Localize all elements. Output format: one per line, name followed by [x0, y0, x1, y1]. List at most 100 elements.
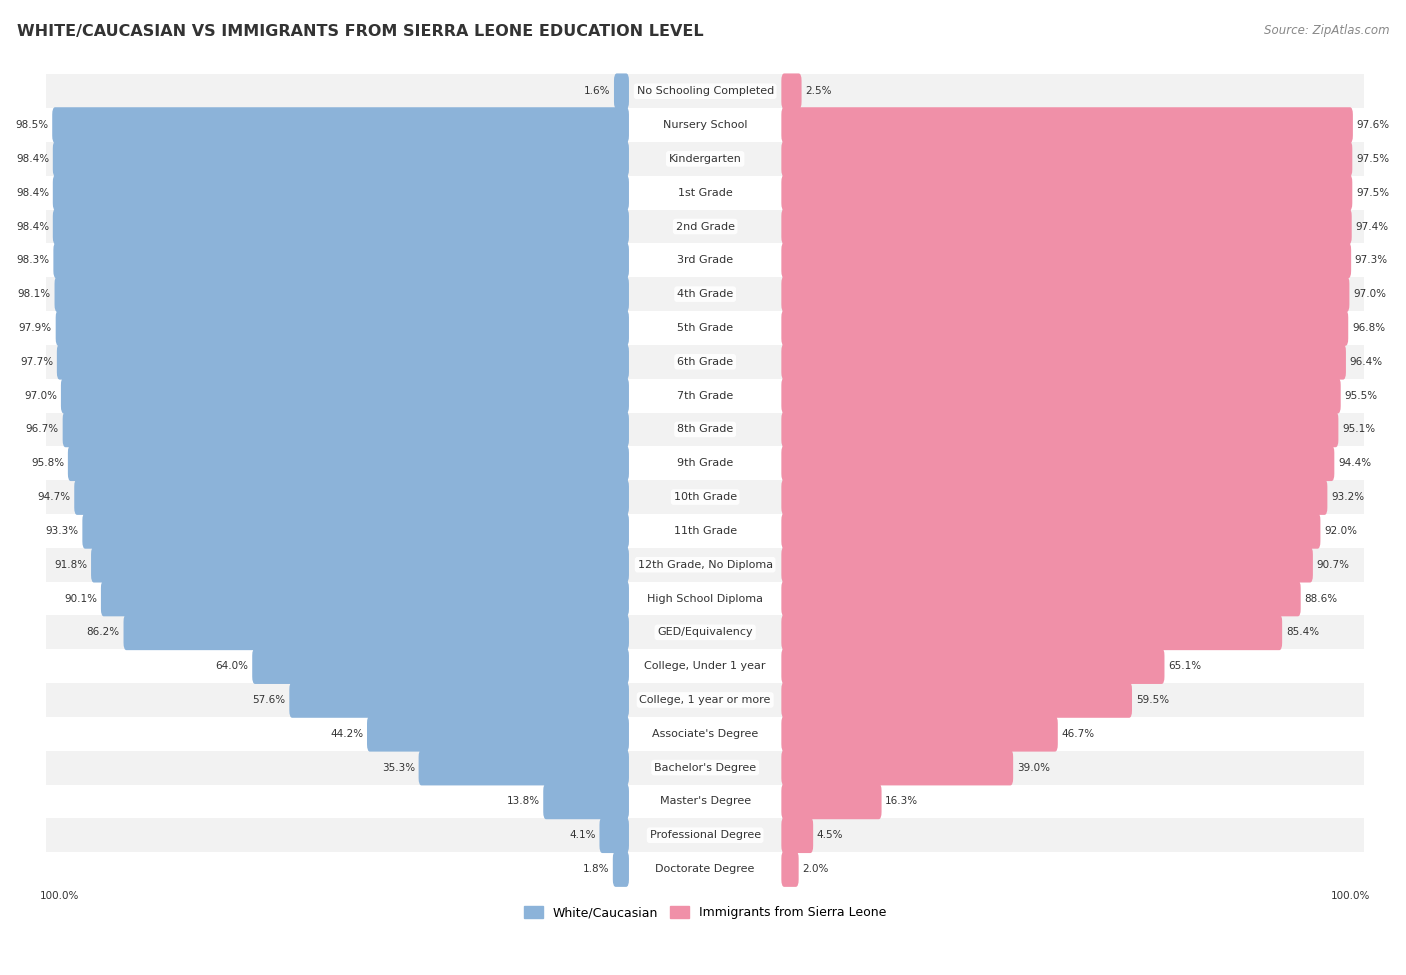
Text: Source: ZipAtlas.com: Source: ZipAtlas.com: [1264, 24, 1389, 37]
Text: 94.4%: 94.4%: [1339, 458, 1371, 468]
FancyBboxPatch shape: [53, 141, 628, 176]
FancyBboxPatch shape: [419, 750, 628, 786]
Legend: White/Caucasian, Immigrants from Sierra Leone: White/Caucasian, Immigrants from Sierra …: [519, 901, 891, 924]
Bar: [46, 751, 1364, 785]
Bar: [46, 785, 1364, 818]
FancyBboxPatch shape: [782, 243, 1351, 278]
Bar: [46, 142, 1364, 176]
Text: 97.0%: 97.0%: [1353, 290, 1386, 299]
Text: 3rd Grade: 3rd Grade: [678, 255, 733, 265]
Text: Bachelor's Degree: Bachelor's Degree: [654, 762, 756, 772]
Bar: [46, 514, 1364, 548]
Text: 5th Grade: 5th Grade: [678, 323, 733, 333]
Text: 6th Grade: 6th Grade: [678, 357, 733, 367]
Text: 1.8%: 1.8%: [582, 864, 609, 874]
FancyBboxPatch shape: [782, 581, 1301, 616]
FancyBboxPatch shape: [782, 107, 1353, 143]
Text: 10th Grade: 10th Grade: [673, 492, 737, 502]
FancyBboxPatch shape: [782, 648, 1164, 684]
Text: 96.7%: 96.7%: [25, 424, 59, 435]
Text: Master's Degree: Master's Degree: [659, 797, 751, 806]
FancyBboxPatch shape: [782, 276, 1350, 312]
Text: Nursery School: Nursery School: [662, 120, 748, 130]
FancyBboxPatch shape: [60, 377, 628, 413]
Text: 1.6%: 1.6%: [583, 86, 610, 97]
Text: WHITE/CAUCASIAN VS IMMIGRANTS FROM SIERRA LEONE EDUCATION LEVEL: WHITE/CAUCASIAN VS IMMIGRANTS FROM SIERR…: [17, 24, 703, 39]
Bar: [46, 582, 1364, 615]
Text: High School Diploma: High School Diploma: [647, 594, 763, 604]
Bar: [46, 378, 1364, 412]
Text: GED/Equivalency: GED/Equivalency: [658, 627, 754, 638]
Bar: [46, 615, 1364, 649]
Text: 12th Grade, No Diploma: 12th Grade, No Diploma: [637, 560, 773, 569]
FancyBboxPatch shape: [53, 243, 628, 278]
Text: 8th Grade: 8th Grade: [678, 424, 734, 435]
Bar: [46, 210, 1364, 244]
Bar: [46, 852, 1364, 886]
FancyBboxPatch shape: [290, 682, 628, 718]
FancyBboxPatch shape: [543, 784, 628, 819]
Text: 97.3%: 97.3%: [1355, 255, 1388, 265]
Text: 2nd Grade: 2nd Grade: [676, 221, 735, 231]
FancyBboxPatch shape: [782, 411, 1339, 448]
Text: 97.5%: 97.5%: [1355, 188, 1389, 198]
Text: 39.0%: 39.0%: [1017, 762, 1050, 772]
Text: 88.6%: 88.6%: [1305, 594, 1337, 604]
FancyBboxPatch shape: [782, 377, 1341, 413]
Bar: [46, 277, 1364, 311]
FancyBboxPatch shape: [782, 682, 1132, 718]
Text: 95.1%: 95.1%: [1343, 424, 1375, 435]
Bar: [46, 480, 1364, 514]
Text: College, 1 year or more: College, 1 year or more: [640, 695, 770, 705]
Text: 98.5%: 98.5%: [15, 120, 48, 130]
Text: 90.7%: 90.7%: [1316, 560, 1350, 569]
Text: 11th Grade: 11th Grade: [673, 526, 737, 536]
Text: 7th Grade: 7th Grade: [678, 391, 734, 401]
Text: 64.0%: 64.0%: [215, 661, 249, 671]
FancyBboxPatch shape: [782, 513, 1320, 549]
FancyBboxPatch shape: [782, 310, 1348, 346]
FancyBboxPatch shape: [782, 344, 1346, 379]
Text: 86.2%: 86.2%: [87, 627, 120, 638]
FancyBboxPatch shape: [67, 446, 628, 481]
Text: 97.4%: 97.4%: [1355, 221, 1389, 231]
Text: 93.2%: 93.2%: [1331, 492, 1364, 502]
Text: 97.6%: 97.6%: [1357, 120, 1389, 130]
Text: 35.3%: 35.3%: [382, 762, 415, 772]
Text: 4th Grade: 4th Grade: [678, 290, 734, 299]
Text: 1st Grade: 1st Grade: [678, 188, 733, 198]
Bar: [46, 649, 1364, 683]
Text: 92.0%: 92.0%: [1324, 526, 1357, 536]
Bar: [46, 345, 1364, 378]
FancyBboxPatch shape: [599, 817, 628, 853]
FancyBboxPatch shape: [782, 817, 813, 853]
Text: 4.1%: 4.1%: [569, 831, 596, 840]
Text: 95.5%: 95.5%: [1344, 391, 1378, 401]
Text: Kindergarten: Kindergarten: [669, 154, 741, 164]
FancyBboxPatch shape: [83, 513, 628, 549]
FancyBboxPatch shape: [782, 73, 801, 109]
FancyBboxPatch shape: [613, 851, 628, 887]
Text: Associate's Degree: Associate's Degree: [652, 728, 758, 739]
FancyBboxPatch shape: [53, 175, 628, 211]
FancyBboxPatch shape: [614, 73, 628, 109]
Text: Doctorate Degree: Doctorate Degree: [655, 864, 755, 874]
Bar: [46, 244, 1364, 277]
Text: 59.5%: 59.5%: [1136, 695, 1168, 705]
Text: 95.8%: 95.8%: [31, 458, 65, 468]
Text: 13.8%: 13.8%: [506, 797, 540, 806]
Text: 97.0%: 97.0%: [24, 391, 58, 401]
Text: 91.8%: 91.8%: [55, 560, 87, 569]
FancyBboxPatch shape: [782, 175, 1353, 211]
Text: 9th Grade: 9th Grade: [678, 458, 734, 468]
FancyBboxPatch shape: [367, 716, 628, 752]
Bar: [46, 74, 1364, 108]
FancyBboxPatch shape: [252, 648, 628, 684]
FancyBboxPatch shape: [56, 344, 628, 379]
Text: 100.0%: 100.0%: [1331, 891, 1371, 901]
FancyBboxPatch shape: [101, 581, 628, 616]
FancyBboxPatch shape: [52, 107, 628, 143]
Text: 90.1%: 90.1%: [65, 594, 97, 604]
FancyBboxPatch shape: [782, 141, 1353, 176]
Bar: [46, 818, 1364, 852]
